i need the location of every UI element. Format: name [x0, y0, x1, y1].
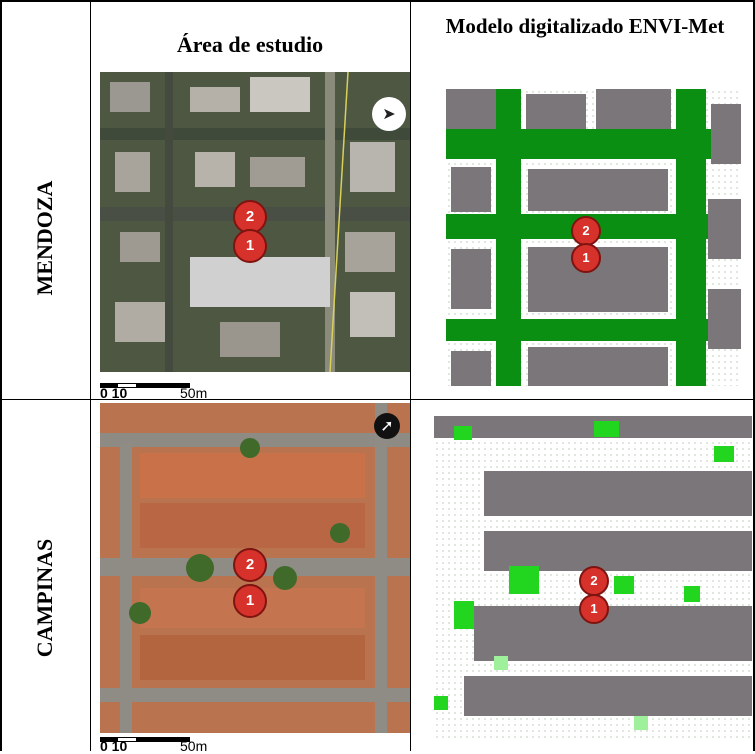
envi-point-marker-1-campinas: 1 — [579, 594, 609, 624]
table-border-left — [0, 0, 2, 751]
aerial-map-campinas: 2 1 ➚ — [100, 403, 410, 733]
point-marker-1-campinas: 1 — [233, 584, 267, 618]
scale-start: 0 10 — [100, 385, 128, 401]
envi-point-marker-2: 2 — [571, 216, 601, 246]
row-label-mendoza: MENDOZA — [32, 180, 57, 296]
north-arrow-icon-campinas: ➚ — [374, 413, 400, 439]
table-divider-row — [0, 399, 755, 400]
point-marker-1: 1 — [233, 229, 267, 263]
scale-start-campinas: 0 10 — [100, 738, 128, 754]
scale-bar-campinas: 0 10 50m — [100, 737, 240, 754]
point-marker-2-campinas: 2 — [233, 548, 267, 582]
envi-model-mendoza: 2 1 — [446, 89, 741, 386]
header-envi-model: Modelo digitalizado ENVI-Met — [445, 14, 725, 38]
table-border-right — [753, 0, 755, 751]
table-divider-label-col — [90, 0, 91, 751]
row-label-campinas: CAMPINAS — [32, 538, 57, 658]
scale-bar-mendoza: 0 10 50m — [100, 383, 240, 401]
envi-model-campinas: 2 1 — [434, 416, 752, 738]
header-study-area: Área de estudio — [176, 32, 324, 57]
scale-end: 50m — [180, 385, 208, 401]
table-border-top — [0, 0, 755, 2]
envi-point-marker-1: 1 — [571, 243, 601, 273]
north-arrow-icon: ➤ — [372, 97, 406, 131]
scale-end-campinas: 50m — [180, 738, 208, 754]
table-divider-col — [410, 0, 411, 751]
envi-point-marker-2-campinas: 2 — [579, 566, 609, 596]
aerial-map-mendoza: 2 1 ➤ — [100, 72, 410, 372]
